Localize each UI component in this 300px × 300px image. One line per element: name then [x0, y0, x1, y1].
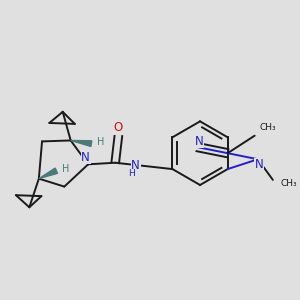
Text: O: O: [114, 121, 123, 134]
Text: N: N: [81, 151, 90, 164]
Text: N: N: [131, 159, 140, 172]
Text: CH₃: CH₃: [281, 178, 297, 188]
Text: N: N: [255, 158, 264, 172]
Text: CH₃: CH₃: [260, 123, 276, 132]
Text: N: N: [195, 135, 203, 148]
Text: H: H: [61, 164, 69, 174]
Polygon shape: [39, 168, 58, 178]
Polygon shape: [71, 140, 92, 146]
Text: H: H: [97, 137, 104, 147]
Text: H: H: [128, 169, 135, 178]
